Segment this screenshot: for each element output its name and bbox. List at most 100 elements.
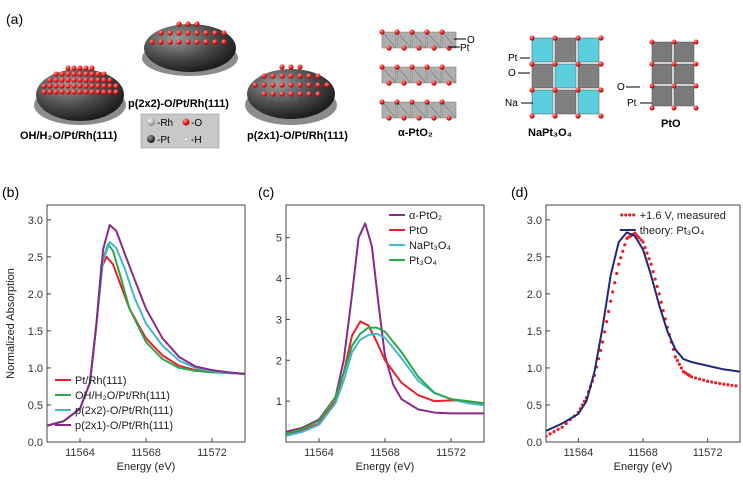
data-point (657, 292, 661, 296)
oxygen-atom (158, 30, 164, 36)
data-point (675, 358, 679, 363)
y-tick-label: 0.0 (527, 437, 542, 449)
data-point (611, 290, 615, 294)
oxygen-atom (53, 71, 59, 77)
data-point (643, 245, 647, 250)
cluster-label-p2x2: p(2x2)-O/Pt/Rh(111) (128, 98, 229, 110)
data-point (633, 231, 637, 235)
atom-label-o: O (508, 68, 516, 79)
oxygen-atom (552, 61, 558, 67)
legend-label: Pt/Rh(111) (75, 375, 127, 387)
y-tick-label: 0.5 (28, 400, 43, 412)
crystal-pto: O Pt (617, 39, 699, 111)
oxygen-atom (65, 71, 71, 77)
legend-label: p(2x1)-O/Pt/Rh(111) (75, 420, 173, 432)
crystal-napt3o4: Pt O Na (505, 35, 604, 119)
oxygen-atom (671, 61, 677, 67)
panel-label-b: (b) (2, 184, 19, 200)
data-point (661, 308, 665, 313)
oxygen-atom (575, 87, 581, 93)
series-line (546, 231, 740, 432)
crystal-label-pto: PtO (661, 118, 681, 130)
oxygen-atom (446, 115, 452, 121)
oxygen-atom (529, 113, 535, 119)
oxygen-atom (89, 83, 95, 89)
y-tick-label: 1.0 (527, 363, 542, 375)
oxygen-atom (649, 105, 655, 111)
x-axis-label: Energy (eV) (356, 461, 415, 473)
oxygen-atom (306, 73, 312, 79)
y-tick-label: 3 (276, 314, 282, 326)
oxygen-atom (41, 89, 47, 95)
oxygen-atom (297, 82, 303, 88)
oxygen-atom (101, 71, 107, 77)
oxygen-atom (59, 83, 65, 89)
oxygen-atom (194, 39, 200, 45)
x-tick-label: 11568 (131, 447, 161, 459)
unit-block (531, 89, 554, 115)
oxygen-atom (439, 64, 445, 70)
oxygen-atom (261, 82, 267, 88)
oxygen-atoms (149, 21, 227, 45)
y-tick-label: 5 (276, 233, 282, 245)
oxygen-atom (401, 45, 407, 51)
oxygen-atom (53, 89, 59, 95)
data-point (605, 320, 609, 324)
oxygen-atom (176, 30, 182, 36)
data-point (548, 432, 552, 436)
oxygen-atom (575, 113, 581, 119)
oxygen-atom (77, 83, 83, 89)
y-tick-label: 2.0 (28, 289, 43, 301)
y-tick-label: 2.5 (28, 252, 43, 264)
atom-label-o: O (617, 82, 625, 93)
unit-block (651, 85, 673, 107)
oxygen-atom (598, 61, 604, 67)
x-tick-label: 11564 (304, 447, 334, 459)
oxygen-atom (101, 89, 107, 95)
oxygen-atom (149, 39, 155, 45)
oxygen-atom (306, 82, 312, 88)
oxygen-atom (83, 89, 89, 95)
legend-label: NaPt₃O₄ (409, 240, 451, 252)
oxygen-atom (552, 35, 558, 41)
oxygen-atom (598, 35, 604, 41)
data-point (621, 249, 625, 253)
legend-o: -O (191, 118, 202, 129)
oxygen-atom (89, 71, 95, 77)
data-point (734, 384, 738, 388)
x-tick-label: 11572 (197, 447, 227, 459)
oxygen-atom (379, 99, 385, 105)
data-point (615, 271, 619, 276)
oxygen-atom (416, 80, 422, 86)
unit-block (554, 37, 577, 63)
oxygen-atom (409, 64, 415, 70)
data-point (655, 284, 659, 289)
oxygen-atom (95, 71, 101, 77)
oxygen-atom (297, 73, 303, 79)
oxygen-atom (95, 83, 101, 89)
oxygen-atom (279, 82, 285, 88)
oxygen-atom (89, 77, 95, 83)
panel-label-a: (a) (6, 11, 23, 27)
cluster-p2x2 (142, 21, 238, 76)
data-point (659, 300, 663, 304)
oxygen-atom (552, 113, 558, 119)
oxygen-atom (252, 82, 258, 88)
oxygen-atom (386, 45, 392, 51)
data-point (600, 340, 605, 344)
oxygen-atom (379, 64, 385, 70)
oxygen-atom (71, 77, 77, 83)
oxygen-atom (59, 77, 65, 83)
oxygen-atom (575, 61, 581, 67)
o-atom-icon (182, 118, 190, 126)
oxygen-atom (113, 83, 119, 89)
oxygen-atom (53, 77, 59, 83)
oxygen-atom (446, 45, 452, 51)
data-point (651, 270, 655, 274)
oxygen-atom (671, 83, 677, 89)
data-point (722, 382, 726, 386)
oxygen-atom (693, 83, 699, 89)
y-tick-label: 3.0 (527, 215, 542, 227)
crystal-alpha-pto2: O Pt (379, 29, 475, 121)
